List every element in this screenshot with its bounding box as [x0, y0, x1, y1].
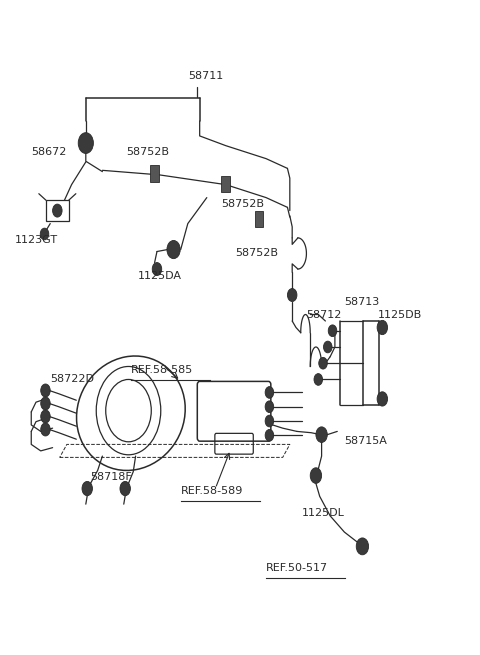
Circle shape — [41, 423, 50, 436]
Text: 58672: 58672 — [31, 147, 67, 157]
Circle shape — [265, 386, 274, 398]
Text: 58752B: 58752B — [126, 147, 169, 157]
Text: REF.58-585: REF.58-585 — [131, 365, 193, 375]
Text: 1125DA: 1125DA — [138, 271, 182, 280]
Text: 1123GT: 1123GT — [14, 235, 58, 245]
Circle shape — [314, 373, 323, 385]
Text: 58711: 58711 — [188, 71, 223, 81]
Circle shape — [324, 341, 332, 353]
Circle shape — [41, 410, 50, 423]
Text: 58718F: 58718F — [91, 472, 132, 482]
Text: 58713: 58713 — [344, 297, 380, 307]
Circle shape — [265, 415, 274, 427]
Circle shape — [41, 384, 50, 397]
Circle shape — [41, 397, 50, 410]
Circle shape — [265, 430, 274, 441]
Bar — [255, 211, 264, 227]
Circle shape — [319, 358, 327, 369]
Circle shape — [288, 289, 297, 301]
Circle shape — [120, 481, 131, 496]
Text: REF.58-589: REF.58-589 — [180, 486, 243, 496]
Text: REF.50-517: REF.50-517 — [266, 563, 328, 572]
Text: 58752B: 58752B — [221, 199, 264, 209]
Circle shape — [356, 538, 369, 555]
Text: 58722D: 58722D — [50, 375, 94, 384]
Bar — [221, 176, 230, 193]
Text: 58715A: 58715A — [344, 436, 387, 446]
Circle shape — [377, 392, 387, 406]
Circle shape — [328, 325, 337, 337]
Text: 58712: 58712 — [306, 310, 342, 320]
Circle shape — [265, 401, 274, 413]
Circle shape — [40, 228, 49, 240]
Circle shape — [316, 427, 327, 442]
Circle shape — [152, 263, 162, 276]
Circle shape — [167, 240, 180, 259]
Circle shape — [310, 468, 322, 483]
Circle shape — [53, 204, 62, 217]
Text: 1125DB: 1125DB — [378, 310, 422, 320]
Circle shape — [377, 320, 387, 335]
Text: 58752B: 58752B — [235, 248, 278, 258]
Text: 1125DL: 1125DL — [301, 508, 345, 517]
Circle shape — [78, 133, 94, 153]
Bar — [150, 165, 159, 182]
Circle shape — [82, 481, 93, 496]
